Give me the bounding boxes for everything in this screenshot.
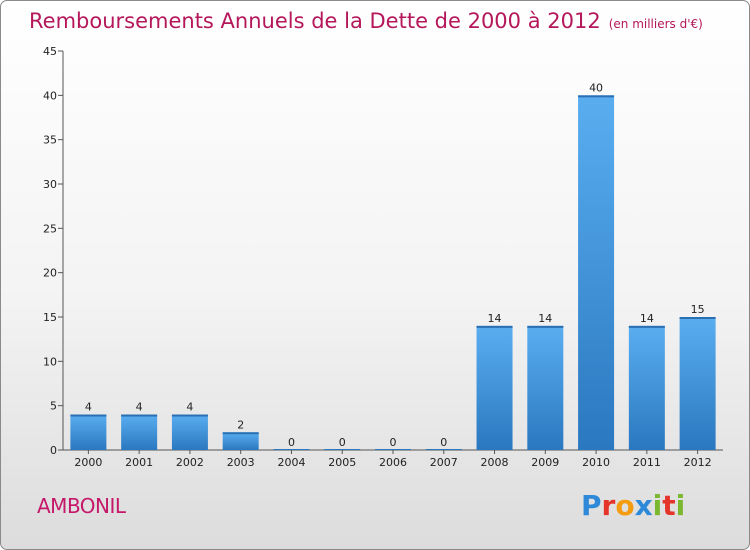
y-tick-label: 5 — [50, 400, 57, 413]
y-axis: 0 5 10 15 20 25 30 35 40 45 — [43, 45, 64, 457]
data-label: 0 — [440, 436, 447, 449]
bar[interactable] — [679, 317, 716, 450]
bar[interactable] — [628, 325, 665, 450]
x-tick-label: 2008 — [481, 456, 509, 469]
bar-top-edge — [121, 414, 158, 417]
bar-top-edge — [171, 414, 208, 417]
data-label: 4 — [136, 401, 143, 414]
bar[interactable] — [425, 449, 462, 450]
x-tick-label: 2000 — [74, 456, 102, 469]
y-tick-label: 10 — [43, 355, 57, 368]
bar-top-edge — [476, 325, 513, 328]
data-label: 4 — [85, 401, 92, 414]
chart-title: Remboursements Annuels de la Dette de 20… — [29, 9, 703, 33]
bar[interactable] — [121, 414, 158, 450]
commune-name: AMBONIL — [37, 494, 126, 518]
y-tick-label: 40 — [43, 89, 57, 102]
bar[interactable] — [324, 449, 361, 450]
data-label: 15 — [691, 303, 705, 316]
bar[interactable] — [578, 95, 615, 450]
y-tick-label: 20 — [43, 267, 57, 280]
x-tick-label: 2006 — [379, 456, 407, 469]
data-label: 0 — [288, 436, 295, 449]
data-label: 0 — [390, 436, 397, 449]
logo-letter: i — [652, 489, 663, 522]
y-tick-label: 25 — [43, 222, 57, 235]
x-tick-label: 2007 — [430, 456, 458, 469]
data-label: 2 — [237, 418, 244, 431]
data-label: 40 — [589, 81, 603, 94]
logo-letter: i — [675, 489, 686, 522]
x-tick-label: 2010 — [582, 456, 610, 469]
logo-letter: t — [662, 489, 676, 522]
y-tick-label: 15 — [43, 311, 57, 324]
data-labels: 4 4 4 2 0 0 0 0 14 14 40 14 15 — [85, 81, 705, 449]
logo-letter: r — [601, 489, 616, 522]
bar[interactable] — [222, 432, 259, 450]
bar[interactable] — [476, 325, 513, 450]
logo-letter: o — [615, 489, 635, 522]
y-tick-label: 0 — [50, 444, 57, 457]
logo-letter: P — [581, 489, 602, 522]
data-label: 4 — [186, 401, 193, 414]
chart-subtitle: (en milliers d'€) — [608, 17, 703, 31]
bar[interactable] — [375, 449, 411, 450]
data-label: 14 — [538, 312, 552, 325]
x-tick-label: 2005 — [328, 456, 356, 469]
bar[interactable] — [70, 414, 107, 450]
bar[interactable] — [273, 449, 310, 450]
chart-title-text: Remboursements Annuels de la Dette de 20… — [29, 9, 601, 33]
x-axis: 2000 2001 2002 2003 2004 2005 2006 2007 2008 2009… — [63, 449, 723, 469]
x-tick-label: 2011 — [633, 456, 661, 469]
y-tick-label: 35 — [43, 134, 57, 147]
x-tick-label: 2003 — [227, 456, 255, 469]
bar-top-edge — [222, 432, 259, 435]
y-tick-label: 30 — [43, 178, 57, 191]
bar-top-edge — [628, 325, 665, 328]
bars — [70, 95, 716, 450]
data-label: 14 — [640, 312, 654, 325]
logo-letter: x — [634, 489, 653, 522]
bar[interactable] — [527, 325, 564, 450]
x-tick-label: 2009 — [531, 456, 559, 469]
bar-top-edge — [679, 317, 716, 319]
data-label: 14 — [488, 312, 502, 325]
y-tick-label: 45 — [43, 45, 57, 58]
bar-top-edge — [527, 325, 564, 328]
bar-top-edge — [578, 95, 615, 98]
data-label: 0 — [339, 436, 346, 449]
proxiti-logo[interactable]: Proxiti — [581, 489, 685, 522]
x-tick-label: 2012 — [684, 456, 712, 469]
bar[interactable] — [171, 414, 208, 450]
bar-top-edge — [70, 414, 107, 417]
x-tick-label: 2002 — [176, 456, 204, 469]
x-tick-label: 2004 — [277, 456, 305, 469]
x-tick-label: 2001 — [125, 456, 153, 469]
